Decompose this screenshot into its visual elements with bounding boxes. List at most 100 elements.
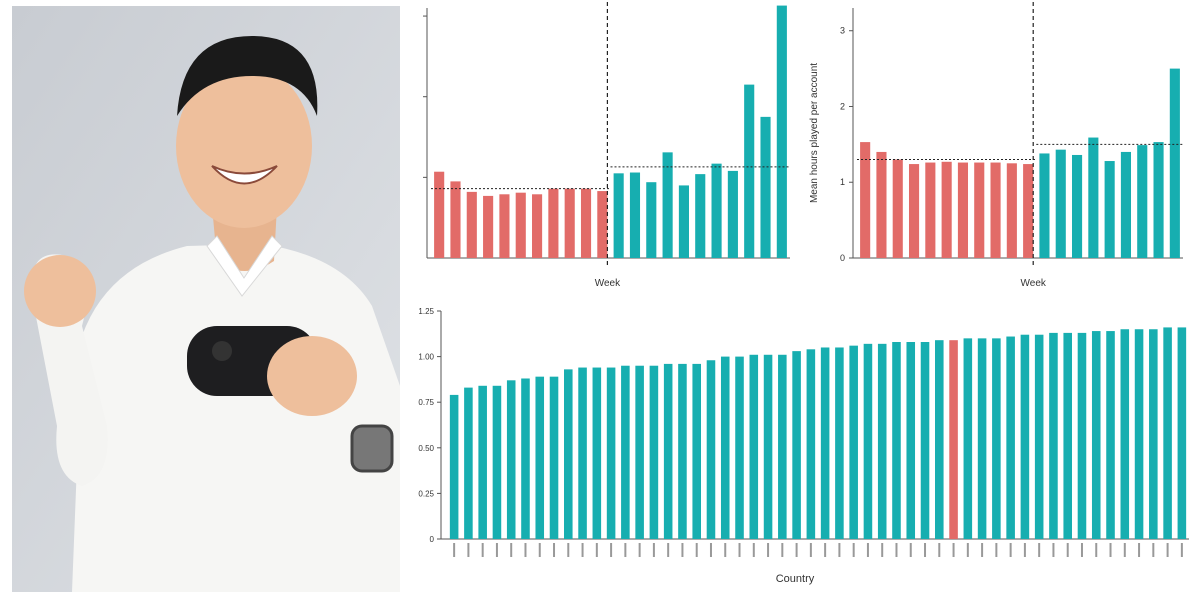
bar bbox=[629, 172, 641, 258]
bar bbox=[1163, 327, 1172, 539]
bar bbox=[1106, 331, 1115, 539]
bar bbox=[1134, 329, 1144, 539]
bar bbox=[1023, 164, 1034, 258]
bar bbox=[515, 192, 526, 258]
bar bbox=[920, 342, 930, 539]
bar bbox=[1153, 142, 1164, 258]
bar bbox=[963, 338, 973, 539]
bar bbox=[1177, 327, 1187, 539]
face bbox=[176, 64, 312, 228]
bar bbox=[564, 188, 575, 258]
bar bbox=[1137, 145, 1148, 258]
bar bbox=[1049, 332, 1058, 539]
wristwatch bbox=[350, 424, 394, 473]
bar bbox=[1055, 149, 1066, 258]
bar bbox=[1169, 68, 1180, 258]
bar bbox=[711, 163, 722, 258]
bar bbox=[1104, 161, 1115, 258]
bar bbox=[478, 385, 487, 539]
bar bbox=[499, 194, 510, 258]
bar bbox=[613, 173, 624, 258]
bar bbox=[663, 363, 673, 539]
y-tick-label: 3 bbox=[840, 26, 845, 36]
bar bbox=[957, 162, 969, 258]
bar bbox=[906, 342, 916, 539]
bar bbox=[1039, 153, 1050, 258]
bar bbox=[606, 367, 616, 539]
bar bbox=[450, 181, 461, 258]
bar bbox=[860, 142, 871, 258]
bar bbox=[635, 365, 644, 539]
bar bbox=[578, 367, 587, 539]
bar bbox=[535, 376, 545, 539]
bar bbox=[649, 365, 659, 539]
bar bbox=[1034, 334, 1044, 539]
bar bbox=[1020, 334, 1030, 539]
y-tick-label: 0.25 bbox=[418, 489, 434, 498]
bar bbox=[735, 356, 744, 539]
bar bbox=[506, 380, 516, 539]
bar bbox=[434, 171, 445, 258]
chart-weekly-hours-left: Week bbox=[423, 2, 790, 289]
bar bbox=[646, 182, 657, 258]
bar bbox=[1071, 154, 1083, 258]
bar bbox=[549, 376, 559, 539]
bar bbox=[992, 338, 1001, 539]
bar bbox=[941, 161, 952, 258]
gamer-photo bbox=[12, 6, 400, 592]
bar bbox=[908, 164, 920, 258]
bar bbox=[1120, 329, 1130, 539]
bar bbox=[977, 338, 987, 539]
bar bbox=[592, 367, 602, 539]
raised-fist bbox=[24, 255, 96, 327]
bar bbox=[877, 343, 887, 539]
bar bbox=[974, 162, 985, 258]
bar bbox=[763, 354, 773, 539]
bar bbox=[892, 342, 901, 539]
y-tick-label: 1 bbox=[840, 177, 845, 187]
bar bbox=[706, 360, 716, 539]
bar-highlighted bbox=[949, 340, 958, 539]
bar bbox=[564, 369, 573, 539]
x-axis-label: Week bbox=[1021, 278, 1047, 289]
bar bbox=[1006, 163, 1017, 258]
bar bbox=[1120, 151, 1132, 258]
bar bbox=[1006, 336, 1015, 539]
right-hand bbox=[267, 336, 357, 416]
bar bbox=[776, 5, 787, 259]
y-axis-label: Mean hours played per account bbox=[809, 63, 820, 203]
collar bbox=[206, 235, 283, 297]
y-tick-label: 0.50 bbox=[418, 444, 434, 453]
chart-weekly-hours-right: 0 1 2 3 Week Mean hours played per account bbox=[809, 2, 1183, 289]
mouth bbox=[211, 165, 278, 185]
bar bbox=[1091, 331, 1101, 539]
bar bbox=[1077, 332, 1087, 539]
bar bbox=[720, 356, 730, 539]
bar bbox=[483, 195, 494, 258]
chart-by-country: 0 0.25 0.50 0.75 1.00 1.25 Country bbox=[418, 307, 1189, 585]
y-tick-label: 1.25 bbox=[418, 307, 434, 316]
bar bbox=[597, 191, 608, 258]
bar bbox=[892, 159, 903, 258]
y-tick-label: 1.00 bbox=[418, 353, 434, 362]
bar bbox=[678, 363, 687, 539]
bar bbox=[820, 347, 830, 539]
y-tick-label: 0 bbox=[840, 253, 845, 263]
bar bbox=[466, 191, 477, 258]
bar bbox=[835, 347, 844, 539]
bar bbox=[695, 174, 706, 258]
bar bbox=[678, 185, 689, 258]
shirt bbox=[72, 244, 400, 592]
bar bbox=[792, 351, 801, 539]
y-tick-label: 0 bbox=[430, 535, 435, 544]
bar bbox=[692, 363, 701, 539]
bar bbox=[464, 387, 473, 539]
bar bbox=[849, 345, 858, 539]
hair bbox=[177, 36, 318, 116]
bar bbox=[1088, 137, 1099, 258]
bar bbox=[990, 162, 1001, 258]
controller-thumbstick bbox=[212, 341, 232, 361]
bar bbox=[935, 340, 944, 539]
bar bbox=[580, 188, 592, 258]
bar bbox=[449, 394, 459, 539]
